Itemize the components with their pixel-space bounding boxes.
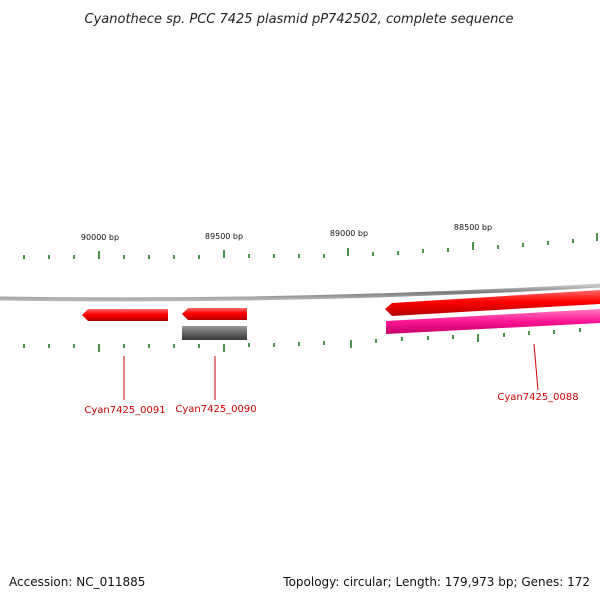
map-title: Cyanothece sp. PCC 7425 plasmid pP742502…	[85, 12, 514, 27]
plasmid-backbone	[0, 283, 600, 302]
scale-label: 89500 bp	[205, 232, 243, 241]
leader-line	[533, 343, 539, 391]
scale-label: 90000 bp	[81, 233, 119, 242]
summary-text: Topology: circular; Length: 179,973 bp; …	[282, 575, 590, 589]
scale-label: 89000 bp	[330, 229, 368, 238]
lower-tick-row	[23, 328, 581, 352]
gene-label[interactable]: Cyan7425_0088	[497, 392, 578, 403]
cds-feature-pink[interactable]	[386, 309, 600, 334]
upper-tick-row	[23, 233, 598, 259]
gene-label[interactable]: Cyan7425_0091	[84, 405, 165, 416]
gene-label[interactable]: Cyan7425_0090	[175, 404, 256, 415]
scale-label: 88500 bp	[454, 223, 492, 232]
gene-arrow-cyan7425-0091[interactable]	[82, 309, 168, 321]
label-leaders	[123, 343, 539, 400]
cds-feature-gray[interactable]	[182, 326, 247, 340]
cds-track	[182, 309, 600, 340]
accession-text: Accession: NC_011885	[9, 575, 145, 589]
gene-track	[82, 290, 600, 321]
gene-arrow-cyan7425-0088[interactable]	[385, 290, 600, 316]
gene-arrow-cyan7425-0090[interactable]	[182, 308, 247, 320]
